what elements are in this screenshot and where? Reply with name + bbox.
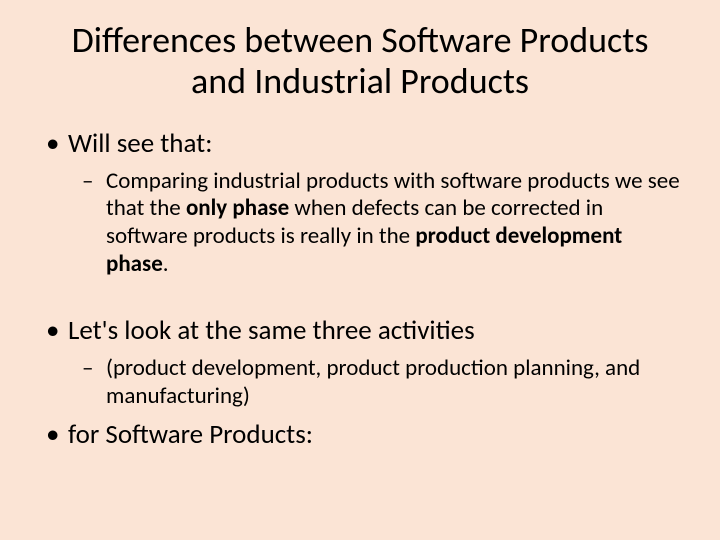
- bullet-text: Will see that:: [68, 127, 212, 160]
- bullet-text-segment: .: [163, 250, 169, 278]
- bullet-text: Let's look at the same three activities: [68, 314, 475, 347]
- bullet-list: Let's look at the same three activities …: [40, 314, 680, 451]
- bullet-text: (product development, product production…: [106, 354, 640, 410]
- bullet-text: for Software Products:: [68, 418, 313, 451]
- bullet-level1: for Software Products:: [40, 418, 680, 451]
- bullet-list: Will see that: Comparing industrial prod…: [40, 127, 680, 278]
- slide-title: Differences between Software Products an…: [40, 20, 680, 103]
- bullet-bold-segment: only phase: [186, 194, 289, 222]
- bullet-level2: (product development, product production…: [40, 355, 680, 410]
- bullet-level1: Let's look at the same three activities: [40, 314, 680, 347]
- bullet-level1: Will see that:: [40, 127, 680, 160]
- bullet-level2: Comparing industrial products with softw…: [40, 168, 680, 278]
- spacer: [40, 286, 680, 314]
